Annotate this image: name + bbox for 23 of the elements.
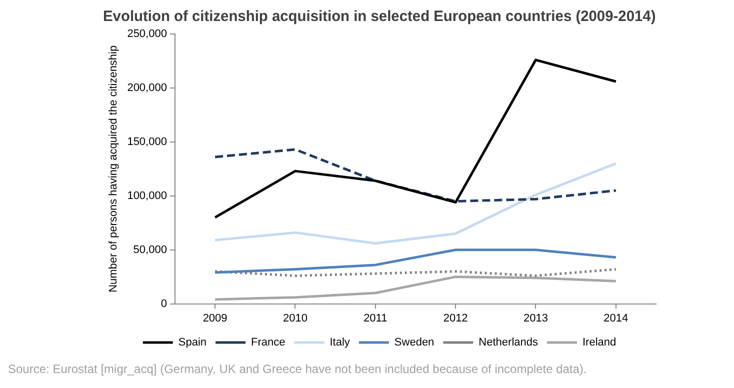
- y-tick-label: 0: [160, 298, 167, 310]
- y-tick-label: 250,000: [127, 28, 167, 40]
- source-note: Source: Eurostat [migr_acq] (Germany, UK and Greece have not been included because of incomplete data).: [8, 362, 588, 376]
- legend-label: Spain: [178, 336, 207, 349]
- x-tick-label: 2009: [202, 312, 228, 324]
- chart-title: Evolution of citizenship acquisition in selected European countries (2009-2014): [103, 9, 656, 26]
- legend-label: France: [251, 336, 286, 349]
- x-tick-label: 2011: [364, 312, 388, 324]
- y-tick-label: 100,000: [127, 190, 167, 202]
- legend-label: Sweden: [394, 336, 434, 349]
- x-tick-label: 2013: [524, 312, 548, 324]
- line-series: [214, 148, 618, 203]
- y-tick-label: 200,000: [127, 82, 167, 94]
- legend-label: Ireland: [582, 336, 616, 349]
- legend-label: Netherlands: [478, 336, 538, 349]
- y-axis-title: Number of persons having acquired the citizenship: [108, 45, 120, 292]
- line-series: [214, 268, 618, 277]
- y-tick-label: 50,000: [133, 244, 167, 256]
- legend-label: Italy: [330, 336, 350, 349]
- y-tick-label: 150,000: [127, 136, 167, 148]
- x-tick-label: 2014: [604, 312, 628, 324]
- x-tick-label: 2012: [443, 312, 468, 324]
- x-tick-label: 2010: [282, 312, 308, 324]
